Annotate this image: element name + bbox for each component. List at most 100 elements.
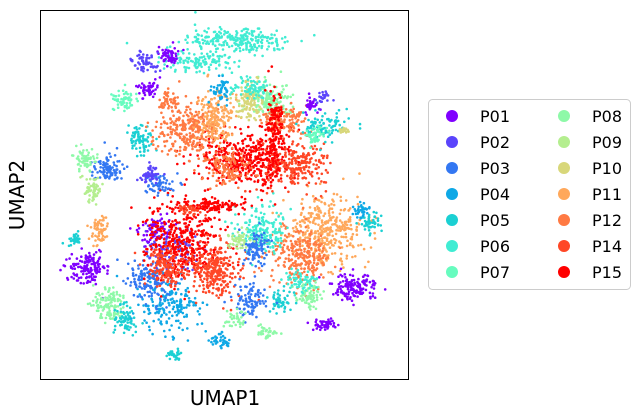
point-p05: [133, 126, 136, 130]
point-p15: [142, 277, 146, 281]
point-p03: [248, 295, 252, 299]
point-p15: [161, 227, 164, 230]
point-p12: [294, 240, 297, 243]
point-p12: [287, 253, 291, 257]
point-p08: [80, 160, 84, 164]
point-p11: [313, 237, 316, 240]
point-p15: [141, 220, 145, 224]
point-p06: [202, 55, 206, 58]
point-p09: [85, 190, 89, 193]
point-p08: [91, 299, 95, 303]
point-p04: [171, 338, 175, 341]
point-p06: [275, 39, 279, 42]
point-p14: [226, 264, 230, 268]
point-p04: [360, 206, 364, 209]
point-p05: [131, 141, 134, 144]
point-p06: [310, 275, 314, 279]
point-p05: [72, 233, 76, 237]
point-p01: [77, 262, 80, 266]
point-p06: [200, 34, 203, 37]
point-p14: [214, 246, 217, 249]
point-p08: [257, 324, 260, 328]
point-p09: [87, 200, 90, 203]
point-p07: [135, 97, 138, 101]
point-p01: [352, 294, 356, 297]
point-p03: [254, 252, 257, 255]
point-p01: [166, 52, 170, 55]
point-p03: [257, 260, 260, 263]
point-p11: [338, 226, 342, 230]
point-p14: [143, 282, 147, 285]
point-p08: [110, 300, 113, 304]
point-p14: [297, 163, 300, 166]
point-p14: [205, 264, 209, 268]
point-p15: [151, 233, 154, 237]
point-p06: [254, 39, 258, 42]
point-p14: [315, 167, 318, 171]
point-p06: [218, 54, 222, 58]
point-p01: [165, 235, 169, 238]
point-p03: [122, 167, 126, 170]
point-p05: [376, 219, 380, 222]
point-p01: [80, 270, 83, 273]
point-p14: [289, 174, 293, 177]
point-p05: [177, 358, 181, 361]
point-p15: [235, 252, 238, 255]
point-p06: [266, 220, 270, 224]
point-p05: [61, 241, 65, 245]
point-p03: [238, 296, 242, 300]
point-p03: [147, 295, 151, 298]
point-p15: [259, 157, 263, 160]
point-p15: [156, 207, 159, 210]
point-p06: [234, 213, 237, 216]
point-p14: [164, 264, 167, 268]
point-p05: [134, 325, 138, 328]
point-p06: [256, 41, 260, 45]
point-p08: [300, 299, 304, 302]
point-p06: [186, 48, 189, 51]
point-p14: [230, 299, 233, 302]
point-p12: [338, 246, 342, 250]
point-p14: [214, 265, 217, 269]
point-p14: [199, 270, 202, 274]
point-p06: [200, 47, 203, 51]
point-p12: [194, 130, 197, 134]
point-p14: [221, 288, 224, 292]
point-p04: [219, 344, 222, 348]
point-p12: [303, 247, 306, 251]
point-p06: [246, 28, 250, 31]
point-p14: [203, 267, 207, 270]
point-p15: [154, 243, 158, 246]
point-p03: [263, 256, 266, 260]
point-p14: [306, 160, 309, 164]
point-p14: [307, 151, 310, 155]
point-p14: [180, 270, 183, 274]
point-p01: [87, 258, 91, 262]
point-p12: [163, 144, 167, 148]
point-p04: [157, 318, 160, 321]
point-p09: [92, 178, 96, 181]
point-p01: [94, 282, 98, 286]
point-p14: [296, 181, 300, 185]
point-p01: [341, 280, 345, 283]
point-p05: [123, 326, 127, 330]
point-p15: [177, 249, 181, 253]
point-p06: [315, 286, 318, 289]
point-p08: [115, 293, 119, 296]
point-p12: [304, 225, 308, 229]
point-p14: [206, 281, 209, 284]
point-p14: [307, 170, 311, 174]
point-p11: [331, 223, 334, 226]
point-p05: [126, 312, 130, 316]
point-p11: [100, 224, 103, 227]
point-p11: [356, 202, 360, 206]
point-p04: [356, 216, 359, 219]
point-p01: [366, 274, 370, 278]
point-p12: [306, 252, 310, 255]
point-p07: [123, 83, 127, 87]
point-p11: [333, 237, 336, 241]
point-p02: [138, 62, 141, 66]
point-p08: [298, 297, 302, 301]
point-p08: [78, 169, 81, 173]
point-p11: [342, 235, 346, 239]
